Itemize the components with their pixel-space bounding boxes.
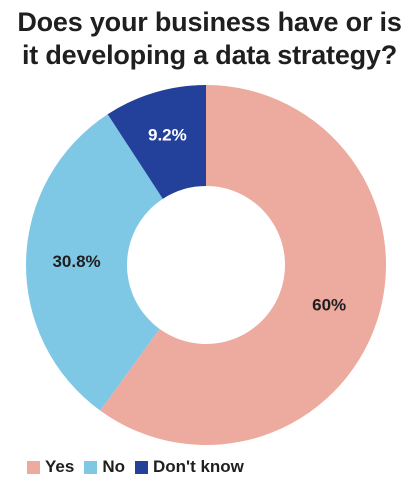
legend-label-no: No [102,457,125,476]
legend-item-dont-know: Don't know [134,457,244,477]
legend-item-yes: Yes [27,457,74,477]
chart-title-line-2: it developing a data strategy? [21,40,398,70]
legend-swatch-no [84,460,98,474]
slice-label-yes: 60% [312,296,346,315]
legend-swatch-dont-know [134,460,148,474]
chart-title: Does your business have or is it develop… [0,6,419,72]
chart-legend: Yes No Don't know [27,457,254,477]
legend-swatch-yes [27,460,40,474]
slice-label-no: 30.8% [52,252,100,271]
chart-title-line-1: Does your business have or is [17,7,402,37]
slice-label-dont-know: 9.2% [148,126,187,145]
slice-dont-know [107,85,206,199]
slice-yes [100,85,386,445]
slice-no [25,114,163,411]
legend-item-no: No [84,457,125,477]
legend-label-yes: Yes [45,457,75,476]
legend-label-dont-know: Don't know [152,457,244,476]
